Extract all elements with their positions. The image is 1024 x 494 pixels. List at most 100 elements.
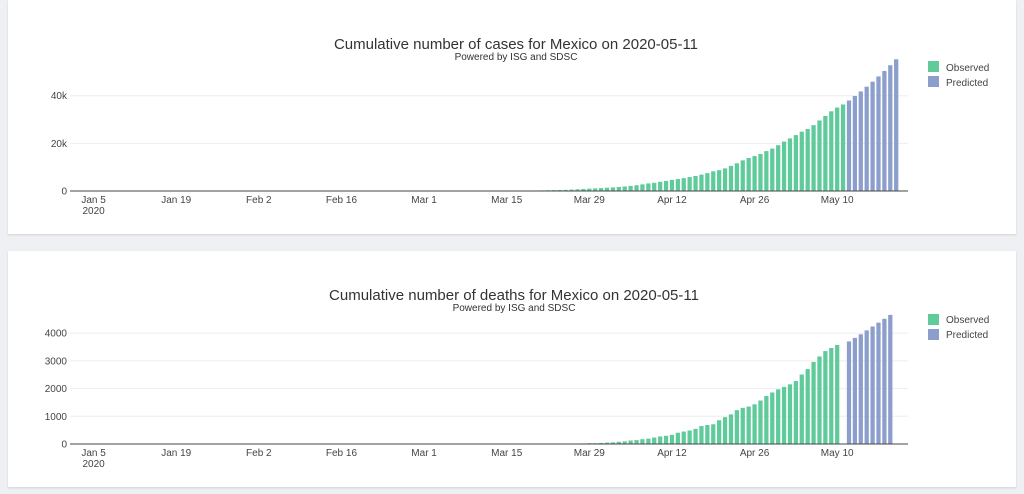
bar-observed[interactable] [610, 187, 616, 191]
bar-observed[interactable] [817, 356, 822, 444]
legend-label-predicted[interactable]: Predicted [946, 330, 988, 341]
bar-observed[interactable] [799, 374, 804, 444]
bar-observed[interactable] [776, 145, 781, 191]
bar-observed[interactable] [728, 414, 734, 444]
bar-observed[interactable] [687, 430, 692, 444]
bar-observed[interactable] [652, 437, 657, 444]
bar-observed[interactable] [604, 442, 610, 444]
bar-observed[interactable] [575, 189, 580, 191]
bar-observed[interactable] [658, 436, 663, 444]
bar-observed[interactable] [622, 441, 627, 444]
bar-observed[interactable] [640, 439, 645, 444]
bar-observed[interactable] [599, 188, 604, 191]
bar-observed[interactable] [770, 148, 775, 191]
legend-label-observed[interactable]: Observed [946, 315, 989, 326]
bar-observed[interactable] [840, 104, 846, 191]
bar-observed[interactable] [616, 441, 621, 444]
bar-observed[interactable] [722, 168, 728, 191]
bar-observed[interactable] [740, 407, 745, 444]
bar-observed[interactable] [663, 180, 669, 191]
bar-observed[interactable] [758, 154, 763, 191]
bar-observed[interactable] [770, 392, 775, 444]
bar-observed[interactable] [563, 189, 568, 191]
bar-observed[interactable] [646, 183, 651, 191]
bar-observed[interactable] [652, 182, 657, 191]
bar-observed[interactable] [835, 107, 840, 191]
bar-observed[interactable] [752, 156, 757, 191]
bar-predicted[interactable] [864, 86, 869, 191]
bar-observed[interactable] [628, 440, 633, 444]
bar-observed[interactable] [634, 440, 639, 444]
bar-observed[interactable] [610, 442, 616, 444]
bar-observed[interactable] [681, 431, 686, 444]
bar-predicted[interactable] [852, 95, 858, 191]
bar-observed[interactable] [640, 184, 645, 191]
bar-observed[interactable] [781, 141, 787, 191]
bar-predicted[interactable] [894, 59, 899, 191]
bar-observed[interactable] [740, 160, 745, 191]
bar-observed[interactable] [734, 163, 739, 191]
bar-observed[interactable] [699, 425, 704, 444]
bar-observed[interactable] [646, 438, 651, 444]
bar-predicted[interactable] [882, 318, 887, 444]
bar-observed[interactable] [823, 351, 828, 444]
bar-observed[interactable] [587, 188, 592, 191]
bar-observed[interactable] [687, 177, 692, 191]
bar-observed[interactable] [669, 179, 675, 191]
bar-predicted[interactable] [888, 314, 893, 444]
bar-observed[interactable] [717, 420, 722, 444]
bar-predicted[interactable] [852, 337, 858, 444]
bar-observed[interactable] [663, 435, 669, 444]
bar-observed[interactable] [693, 176, 698, 191]
legend-label-observed[interactable]: Observed [946, 63, 989, 74]
bar-observed[interactable] [675, 179, 680, 191]
bar-predicted[interactable] [864, 330, 869, 444]
bar-predicted[interactable] [858, 334, 863, 444]
bar-predicted[interactable] [888, 65, 893, 191]
bar-observed[interactable] [681, 178, 686, 191]
bar-observed[interactable] [699, 174, 704, 191]
legend-label-predicted[interactable]: Predicted [946, 78, 988, 89]
bar-observed[interactable] [604, 187, 610, 191]
bar-observed[interactable] [805, 129, 810, 191]
bar-observed[interactable] [764, 396, 769, 444]
bar-observed[interactable] [569, 189, 574, 191]
bar-observed[interactable] [776, 389, 781, 444]
bar-observed[interactable] [734, 410, 739, 444]
bar-observed[interactable] [787, 384, 793, 444]
bar-predicted[interactable] [846, 341, 852, 444]
bar-predicted[interactable] [858, 91, 863, 191]
bar-observed[interactable] [616, 186, 621, 191]
bar-observed[interactable] [793, 381, 798, 444]
bar-observed[interactable] [705, 173, 710, 191]
bar-observed[interactable] [593, 188, 598, 191]
bar-observed[interactable] [781, 386, 787, 444]
cases-legend[interactable]: Observed Predicted [928, 61, 989, 89]
bar-observed[interactable] [693, 428, 698, 444]
bar-observed[interactable] [711, 424, 716, 444]
legend-swatch-predicted[interactable] [928, 76, 939, 87]
bar-observed[interactable] [722, 417, 728, 444]
legend-swatch-observed[interactable] [928, 61, 939, 72]
bar-observed[interactable] [829, 111, 834, 191]
bar-observed[interactable] [711, 171, 716, 191]
deaths-legend[interactable]: Observed Predicted [928, 314, 989, 341]
bar-observed[interactable] [717, 170, 722, 191]
bar-observed[interactable] [675, 432, 680, 444]
bar-observed[interactable] [658, 181, 663, 191]
legend-swatch-predicted[interactable] [928, 329, 939, 340]
bar-predicted[interactable] [876, 322, 881, 444]
bar-observed[interactable] [805, 369, 810, 444]
bar-observed[interactable] [787, 138, 793, 191]
legend-swatch-observed[interactable] [928, 314, 939, 325]
bar-observed[interactable] [764, 151, 769, 191]
bar-observed[interactable] [746, 158, 751, 191]
bar-observed[interactable] [823, 115, 828, 191]
bar-observed[interactable] [728, 165, 734, 191]
bar-observed[interactable] [669, 434, 675, 444]
bar-observed[interactable] [628, 185, 633, 191]
bar-observed[interactable] [817, 120, 822, 191]
bar-predicted[interactable] [870, 81, 875, 191]
bar-observed[interactable] [758, 400, 763, 444]
bar-observed[interactable] [752, 404, 757, 444]
